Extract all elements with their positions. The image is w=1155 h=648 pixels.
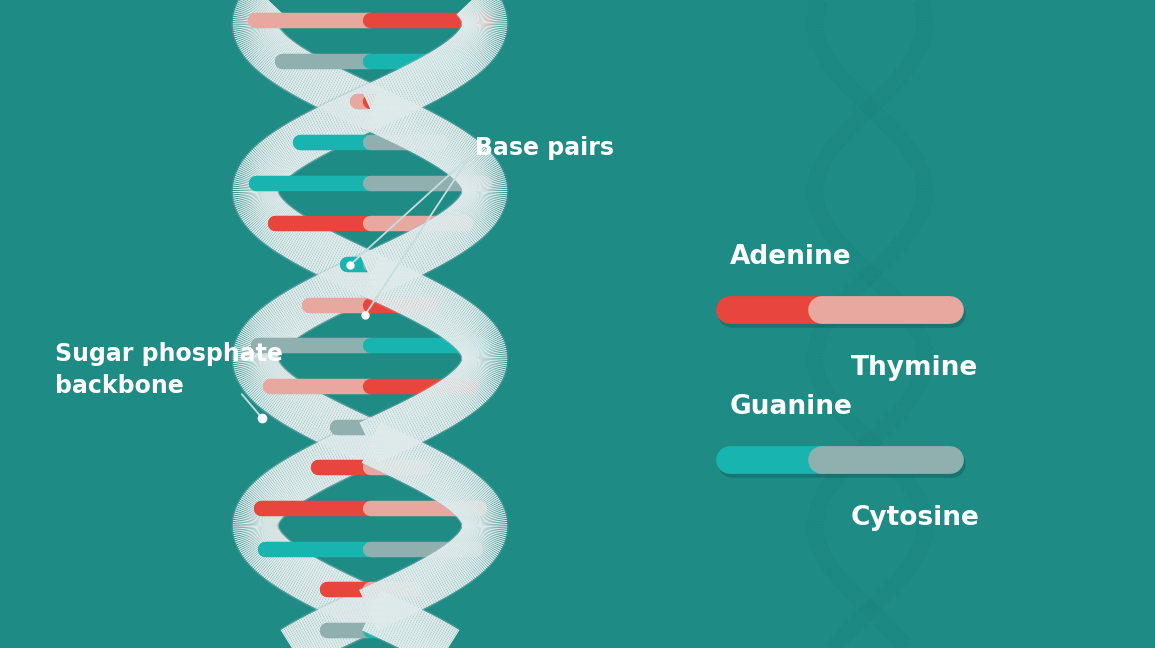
Text: Adenine: Adenine [730,244,851,270]
Text: Sugar phosphate
backbone: Sugar phosphate backbone [55,342,283,398]
Text: Cytosine: Cytosine [851,505,979,531]
Text: Base pairs: Base pairs [475,136,614,160]
Text: Guanine: Guanine [730,394,852,420]
Text: Thymine: Thymine [851,355,978,381]
